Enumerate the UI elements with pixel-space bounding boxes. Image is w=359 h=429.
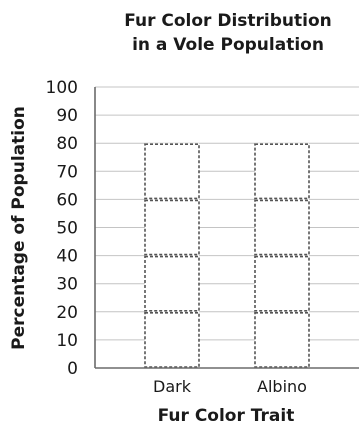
bar-segment — [144, 255, 200, 312]
y-tick-label: 90 — [56, 106, 78, 126]
bar-segment — [144, 311, 200, 368]
y-tick-label: 80 — [56, 134, 78, 154]
category-labels: Dark Albino — [153, 377, 307, 396]
bar-segment — [254, 311, 310, 368]
y-tick-label: 10 — [56, 331, 78, 351]
y-tick-label: 70 — [56, 162, 78, 182]
bar-dark — [144, 143, 200, 368]
bars — [144, 143, 310, 368]
y-tick-label: 0 — [67, 359, 78, 379]
y-tick-label: 50 — [56, 219, 78, 239]
gridlines — [95, 86, 359, 341]
x-axis-label: Fur Color Trait — [158, 406, 295, 426]
y-tick-label: 40 — [56, 247, 78, 267]
bar-fill — [145, 143, 199, 368]
bar-segment — [254, 199, 310, 256]
y-tick-labels: 0 10 20 30 40 50 60 70 80 90 100 — [46, 78, 78, 379]
y-tick-label: 100 — [46, 78, 78, 98]
y-axis-label: Percentage of Population — [9, 106, 29, 350]
y-tick-label: 60 — [56, 190, 78, 210]
bar-segment — [254, 255, 310, 312]
bar-fill — [255, 143, 309, 368]
y-tick-label: 20 — [56, 303, 78, 323]
bar-albino — [254, 143, 310, 368]
bar-segment — [144, 199, 200, 256]
chart-title-line-1: Fur Color Distribution — [124, 11, 332, 31]
bar-segment — [144, 143, 200, 200]
bar-segment — [254, 143, 310, 200]
chart-title-line-2: in a Vole Population — [132, 35, 324, 55]
y-tick-label: 30 — [56, 275, 78, 295]
x-tick-label-dark: Dark — [153, 377, 192, 396]
x-tick-label-albino: Albino — [257, 377, 307, 396]
